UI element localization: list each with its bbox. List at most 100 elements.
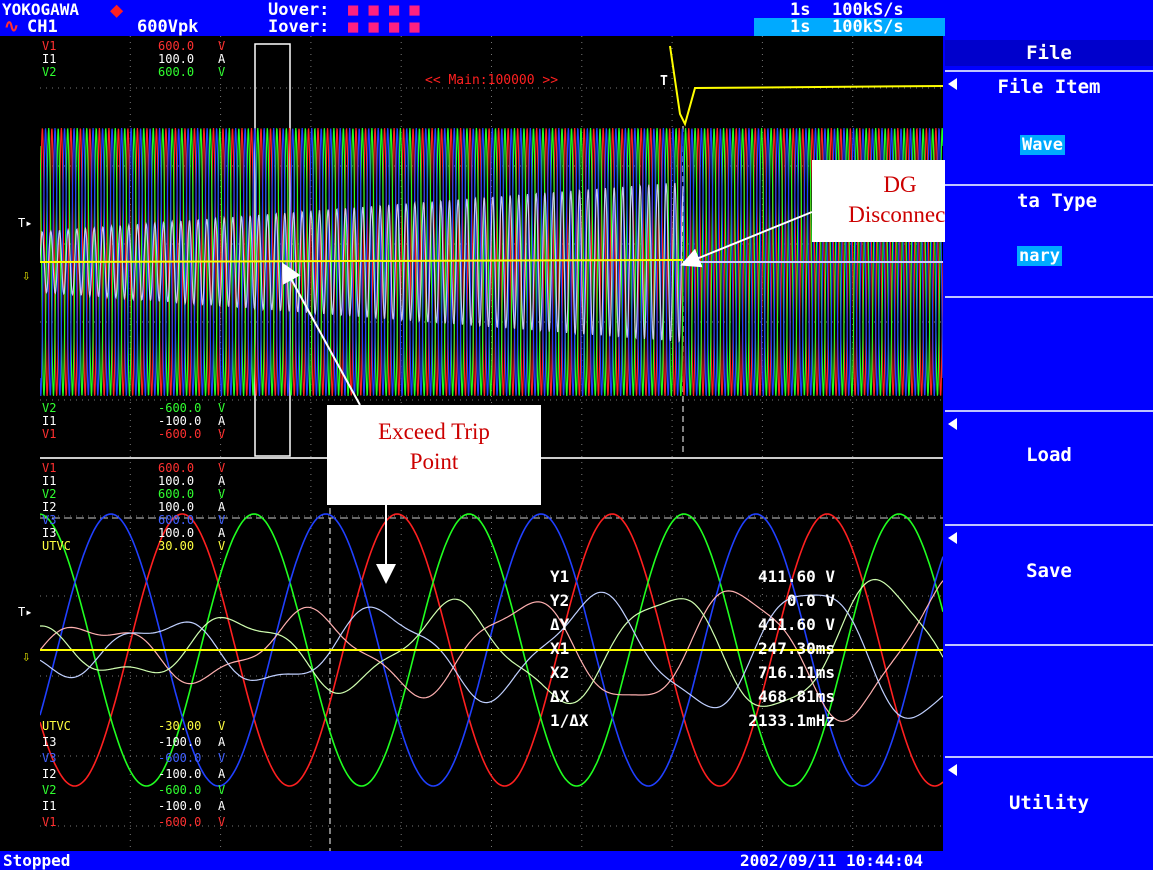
lower-scale-bottom-unit: A: [218, 799, 226, 813]
trigger-level-icon-lower: T▸: [18, 605, 32, 619]
softkey-value: nary: [1017, 246, 1062, 266]
lower-scale-top-unit: V: [218, 487, 225, 501]
trigger-marker-strip: [0, 36, 40, 851]
upper-scale-top-channel: I1: [42, 52, 56, 66]
softkey-arrow-icon: [948, 78, 957, 90]
lower-scale-top-value: 30.00: [158, 539, 194, 553]
softkey-arrow-icon: [948, 418, 957, 430]
zoom-main-label: << Main:100000 >>: [425, 73, 558, 88]
lower-scale-top-unit: V: [218, 513, 225, 527]
lower-scale-top-unit: V: [218, 539, 225, 553]
softkey-blank-1[interactable]: [945, 296, 1153, 412]
lower-scale-top-value: 100.0: [158, 526, 194, 540]
readout-label: 1/ΔX: [550, 711, 589, 730]
readout-label: ΔY: [550, 615, 570, 634]
lower-scale-bottom-unit: V: [218, 815, 225, 829]
readout-label: X1: [550, 639, 569, 658]
lower-scale-top-value: 100.0: [158, 500, 194, 514]
lower-scale-bottom-unit: A: [218, 735, 226, 749]
sine-wave-icon: ∿: [4, 16, 20, 37]
lower-scale-top-value: 600.0: [158, 513, 194, 527]
readout-value: 2133.1mHz: [748, 711, 835, 730]
lower-scale-top-unit: A: [218, 500, 226, 514]
lower-scale-bottom-unit: A: [218, 767, 226, 781]
time-div: 1s: [790, 0, 811, 20]
lower-waveforms: [39, 513, 944, 787]
lower-scale-bottom-channel: UTVC: [42, 719, 71, 733]
lower-scale-bottom-channel: V1: [42, 815, 56, 829]
ground-level-icon: ⇩: [22, 268, 30, 284]
readout-label: Y2: [550, 591, 569, 610]
readout-value: 411.60 V: [758, 615, 835, 634]
lower-scale-bottom-channel: V3: [42, 751, 56, 765]
lower-scale-top-channel: UTVC: [42, 539, 71, 553]
upper-scale-bottom-unit: V: [218, 401, 225, 415]
upper-scale-bottom-unit: A: [218, 414, 226, 428]
upper-scale-bottom-value: -100.0: [158, 414, 201, 428]
lower-scale-top-channel: V2: [42, 487, 56, 501]
lower-scale-bottom-value: -600.0: [158, 751, 201, 765]
readout-label: ΔX: [550, 687, 570, 706]
upper-scale-top-unit: V: [218, 65, 225, 79]
zoom-time-div: 1s: [790, 17, 811, 37]
sample-rate: 100kS/s: [832, 0, 904, 20]
scale-labels: V1 600.0 V I1 100.0 A V2 600.0 V V2 -600.0 V I1 -100.…: [42, 39, 226, 829]
softkey-file-item[interactable]: File Item Wave: [945, 70, 1153, 186]
readout-value: 0.0 V: [787, 591, 836, 610]
run-state: Stopped: [3, 851, 71, 870]
lower-scale-top-unit: A: [218, 474, 226, 488]
iover-label: Iover:: [268, 17, 330, 37]
lower-scale-bottom-value: -100.0: [158, 799, 201, 813]
lower-scale-bottom-value: -600.0: [158, 815, 201, 829]
channel-label: CH1: [27, 17, 58, 37]
upper-scale-top-channel: V1: [42, 39, 56, 53]
cursor-readout: Y1 411.60 V Y2 0.0 V ΔY 411.60 V X1 247.30ms X2 7…: [550, 567, 835, 730]
upper-scale-top-unit: V: [218, 39, 225, 53]
lower-scale-bottom-channel: I3: [42, 735, 56, 749]
upper-scale-top-unit: A: [218, 52, 226, 66]
lower-scale-top-unit: A: [218, 526, 226, 540]
readout-label: X2: [550, 663, 569, 682]
softkey-label: ta Type: [1016, 190, 1098, 212]
lower-scale-bottom-channel: I2: [42, 767, 56, 781]
brand-logo: YOKOGAWA: [2, 0, 80, 19]
softkey-label: Utility: [1008, 792, 1090, 814]
upper-scale-top-value: 100.0: [158, 52, 194, 66]
upper-scale-bottom-value: -600.0: [158, 401, 201, 415]
readout-value: 716.11ms: [758, 663, 835, 682]
upper-waveforms: [39, 45, 944, 397]
run-indicator-icon: ◆: [110, 0, 124, 23]
softkey-arrow-icon: [948, 532, 957, 544]
range-label: 600Vpk: [137, 17, 199, 37]
lower-scale-bottom-value: -30.00: [158, 719, 201, 733]
lower-scale-top-channel: V3: [42, 513, 56, 527]
softkey-load[interactable]: Load: [945, 410, 1153, 526]
softkey-blank-2[interactable]: [945, 644, 1153, 758]
status-bar: Stopped 2002/09/11 10:44:04: [0, 851, 945, 870]
softkey-value: Wave: [1020, 135, 1065, 155]
iover-indicators: ■ ■ ■ ■: [348, 17, 420, 37]
upper-scale-top-value: 600.0: [158, 65, 194, 79]
softkey-data-type[interactable]: ta Type nary: [945, 184, 1153, 298]
softkey-utility[interactable]: Utility: [945, 756, 1153, 869]
upper-scale-bottom-channel: I1: [42, 414, 56, 428]
datetime: 2002/09/11 10:44:04: [740, 851, 924, 870]
upper-scale-bottom-channel: V2: [42, 401, 56, 415]
level-markers: T▸ ⇩ T▸ ⇩: [18, 216, 32, 665]
softkey-label: Save: [1026, 560, 1072, 582]
softkey-menu: File File Item Wave ta Type nary Load Sa…: [945, 36, 1153, 869]
zoom-timebase-highlight: [754, 18, 945, 36]
lower-scale-top-channel: V1: [42, 461, 56, 475]
uover-label: Uover:: [268, 0, 330, 20]
lower-scale-bottom-value: -600.0: [158, 783, 201, 797]
readout-value: 247.30ms: [758, 639, 835, 658]
trigger-marker: T: [660, 74, 668, 89]
readout-label: Y1: [550, 567, 569, 586]
lower-scale-bottom-unit: V: [218, 719, 225, 733]
lower-scale-bottom-channel: V2: [42, 783, 56, 797]
lower-scale-bottom-value: -100.0: [158, 767, 201, 781]
softkey-save[interactable]: Save: [945, 524, 1153, 646]
lower-scale-top-value: 100.0: [158, 474, 194, 488]
lower-scale-bottom-channel: I1: [42, 799, 56, 813]
header-bar: YOKOGAWA ◆ ∿ CH1 600Vpk Uover: Iover: ■ …: [0, 0, 945, 37]
